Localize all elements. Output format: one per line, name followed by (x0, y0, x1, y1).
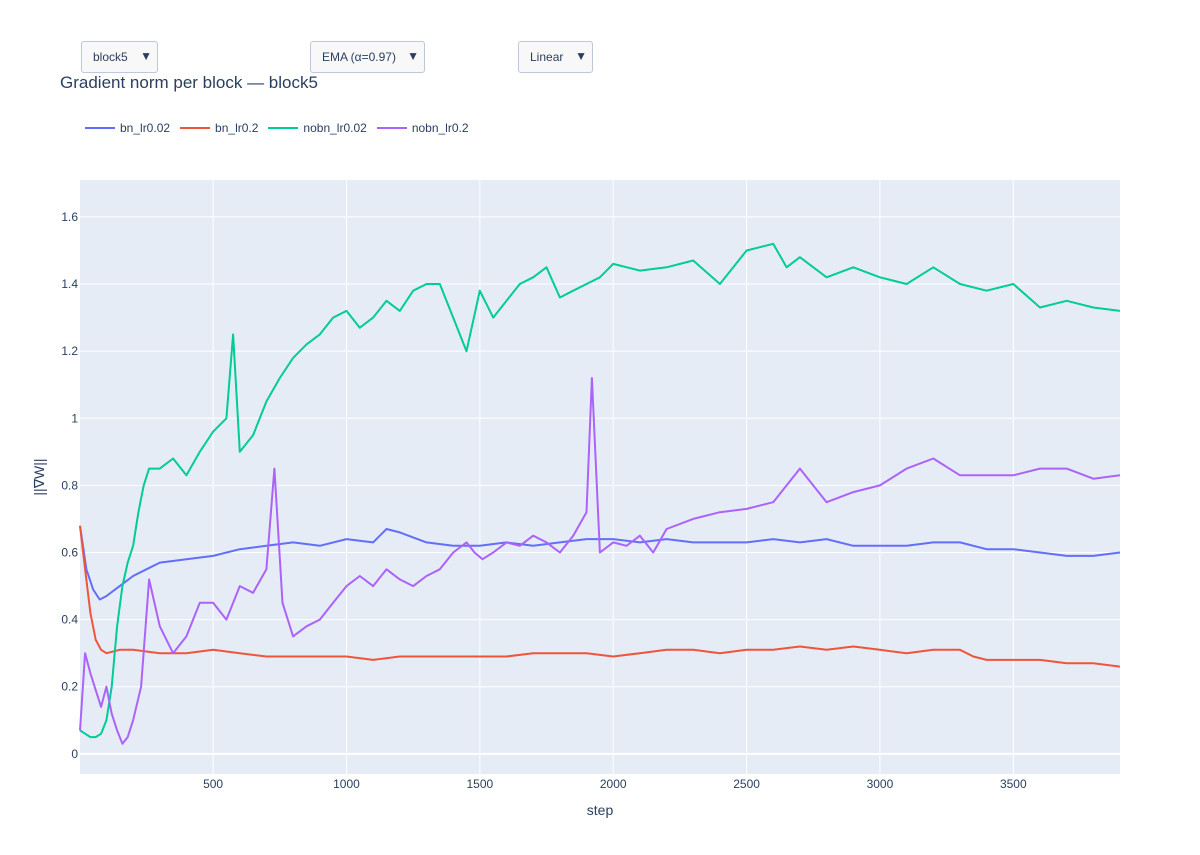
legend-swatch (85, 127, 115, 129)
legend-item[interactable]: nobn_lr0.2 (376, 121, 469, 135)
block-dropdown[interactable]: block5 ▼ (81, 41, 158, 73)
y-tick-label: 1.2 (61, 344, 78, 358)
y-tick-label: 1 (71, 411, 78, 425)
x-tick-label: 2500 (733, 777, 760, 791)
scale-dropdown-value: Linear (530, 50, 564, 64)
chevron-down-icon: ▼ (407, 49, 419, 63)
legend-label: bn_lr0.2 (215, 121, 259, 135)
plot-area (80, 180, 1120, 774)
legend-label: nobn_lr0.2 (411, 121, 469, 135)
series-line-nobn-lr0-02 (79, 242, 1121, 739)
tick-labels: 500 1000 1500 2000 2500 3000 3500 0 0.2 0.4 0.6 0.8… (61, 210, 1027, 791)
legend-item[interactable]: bn_lr0.2 (180, 121, 258, 135)
x-axis-label: step (587, 802, 614, 818)
y-tick-label: 1.6 (61, 210, 78, 224)
scale-dropdown[interactable]: Linear ▼ (518, 41, 593, 73)
series-layer (79, 242, 1121, 745)
smoothing-dropdown-value: EMA (α=0.97) (322, 50, 396, 64)
legend-swatch (180, 127, 211, 129)
chart-title: Gradient norm per block — block5 (60, 73, 318, 92)
x-tick-label: 3500 (1000, 777, 1027, 791)
x-tick-label: 1000 (333, 777, 360, 791)
legend-label: nobn_lr0.02 (303, 121, 367, 135)
series-line-bn-lr0-02 (79, 525, 1121, 601)
smoothing-dropdown[interactable]: EMA (α=0.97) ▼ (310, 41, 425, 73)
x-tick-label: 500 (203, 777, 223, 791)
legend-item[interactable]: bn_lr0.02 (85, 121, 170, 135)
y-tick-label: 0.2 (61, 680, 78, 694)
y-axis-label: ||∇W|| (31, 458, 47, 495)
y-tick-label: 0.4 (61, 613, 78, 627)
series-line-nobn-lr0-2 (79, 377, 1121, 745)
legend-label: bn_lr0.02 (120, 121, 171, 135)
chart-legend: bn_lr0.02 bn_lr0.2 nobn_lr0.02 nobn_lr0.2 (85, 121, 479, 135)
y-tick-label: 0.8 (61, 478, 78, 492)
x-tick-label: 3000 (867, 777, 894, 791)
legend-item[interactable]: nobn_lr0.02 (268, 121, 367, 135)
legend-swatch (268, 127, 299, 129)
chevron-down-icon: ▼ (575, 49, 587, 63)
x-tick-label: 1500 (466, 777, 493, 791)
chevron-down-icon: ▼ (140, 49, 152, 63)
x-tick-label: 2000 (600, 777, 627, 791)
series-line-bn-lr0-2 (79, 525, 1121, 668)
y-tick-label: 0.6 (61, 546, 78, 560)
y-tick-label: 0 (71, 747, 78, 761)
block-dropdown-value: block5 (93, 50, 128, 64)
y-tick-label: 1.4 (61, 277, 78, 291)
grid-lines (80, 180, 1120, 774)
legend-swatch (376, 127, 407, 129)
